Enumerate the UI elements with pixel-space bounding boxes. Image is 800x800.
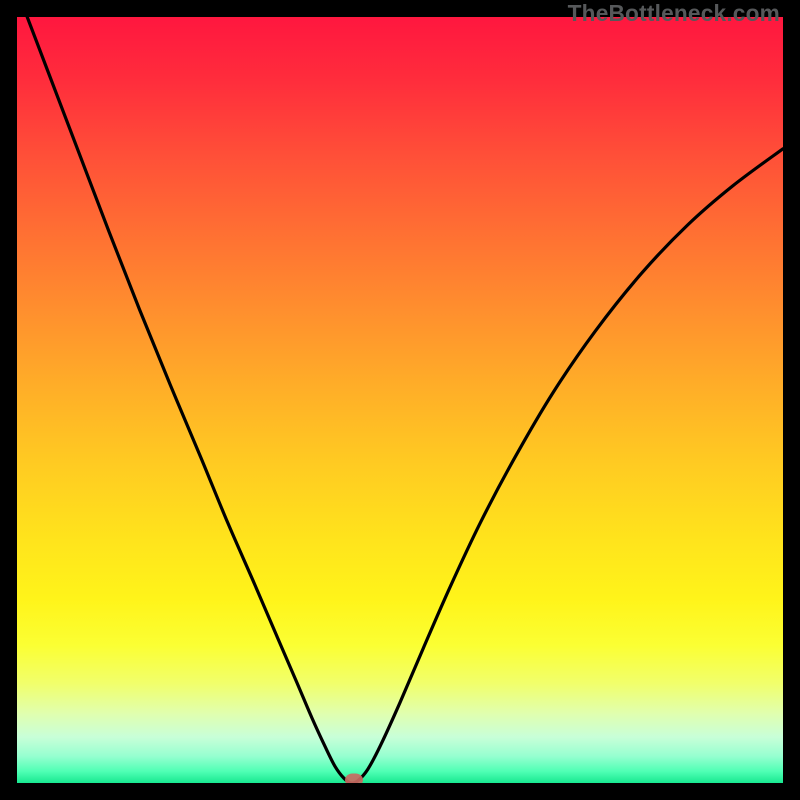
curve-layer [17, 17, 783, 783]
optimal-point-marker [345, 773, 363, 783]
plot-area [17, 17, 783, 783]
bottleneck-curve [17, 17, 783, 783]
watermark-text: TheBottleneck.com [568, 0, 780, 27]
chart-frame: TheBottleneck.com [0, 0, 800, 800]
